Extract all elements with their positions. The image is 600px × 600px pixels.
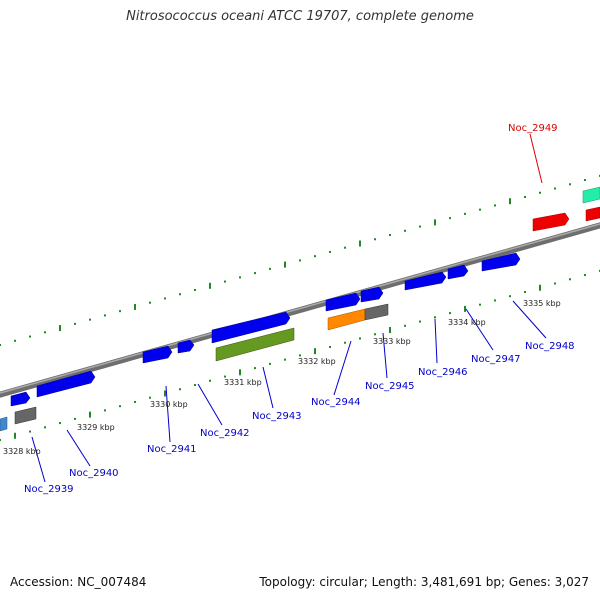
forward-genes bbox=[532, 186, 600, 232]
gene-arrow[interactable] bbox=[177, 339, 195, 354]
gene-arrow[interactable] bbox=[211, 311, 291, 344]
gene-arrow[interactable] bbox=[582, 186, 600, 204]
gene-arrow[interactable] bbox=[481, 252, 521, 272]
gene-label[interactable]: Noc_2945 bbox=[365, 381, 415, 392]
gene-block[interactable] bbox=[215, 327, 295, 362]
leader-line-highlight bbox=[529, 133, 543, 184]
genome-backbone-highlight bbox=[0, 223, 600, 394]
scale-labels: 3328 kbp 3329 kbp 3330 kbp 3331 kbp 3332… bbox=[3, 299, 561, 456]
scale-label: 3333 kbp bbox=[373, 337, 411, 346]
gene-label[interactable]: Noc_2942 bbox=[200, 428, 250, 439]
gene-block[interactable] bbox=[0, 416, 8, 432]
reverse-genes bbox=[0, 252, 521, 432]
scale-label: 3329 kbp bbox=[77, 423, 115, 432]
gene-arrow[interactable] bbox=[404, 271, 447, 291]
gene-block[interactable] bbox=[14, 406, 37, 425]
leader-lines bbox=[31, 300, 547, 483]
scale-label: 3331 kbp bbox=[224, 378, 262, 387]
gene-arrow[interactable] bbox=[142, 345, 173, 364]
gene-label[interactable]: Noc_2941 bbox=[147, 444, 197, 455]
gene-label-highlight[interactable]: Noc_2949 bbox=[508, 123, 558, 134]
accession-label: Accession: NC_007484 bbox=[10, 575, 147, 589]
scale-label: 3330 kbp bbox=[150, 400, 188, 409]
scale-label: 3335 kbp bbox=[523, 299, 561, 308]
gene-label[interactable]: Noc_2946 bbox=[418, 367, 468, 378]
gene-labels: Noc_2939 Noc_2940 Noc_2941 Noc_2942 Noc_… bbox=[24, 123, 575, 495]
map-title: Nitrosococcus oceani ATCC 19707, complet… bbox=[126, 9, 474, 24]
gene-arrow[interactable] bbox=[10, 391, 31, 407]
tick-tracks bbox=[0, 174, 600, 441]
gene-label[interactable]: Noc_2939 bbox=[24, 484, 74, 495]
scale-label: 3334 kbp bbox=[448, 318, 486, 327]
gene-block[interactable] bbox=[364, 303, 389, 321]
gene-arrow[interactable] bbox=[532, 212, 570, 232]
gene-arrow[interactable] bbox=[360, 286, 384, 303]
topology-label: Topology: circular; Length: 3,481,691 bp… bbox=[259, 575, 589, 589]
genome-backbone bbox=[0, 222, 600, 398]
gene-label[interactable]: Noc_2948 bbox=[525, 341, 575, 352]
gene-arrow[interactable] bbox=[36, 370, 96, 398]
gene-label[interactable]: Noc_2940 bbox=[69, 468, 119, 479]
gene-label[interactable]: Noc_2947 bbox=[471, 354, 521, 365]
gene-label[interactable]: Noc_2944 bbox=[311, 397, 361, 408]
gene-arrow[interactable] bbox=[585, 206, 600, 222]
gene-arrow[interactable] bbox=[447, 264, 469, 280]
scale-label: 3328 kbp bbox=[3, 447, 41, 456]
scale-label: 3332 kbp bbox=[298, 357, 336, 366]
gene-label[interactable]: Noc_2943 bbox=[252, 411, 302, 422]
gene-arrow[interactable] bbox=[325, 292, 361, 312]
gene-block[interactable] bbox=[327, 308, 366, 331]
